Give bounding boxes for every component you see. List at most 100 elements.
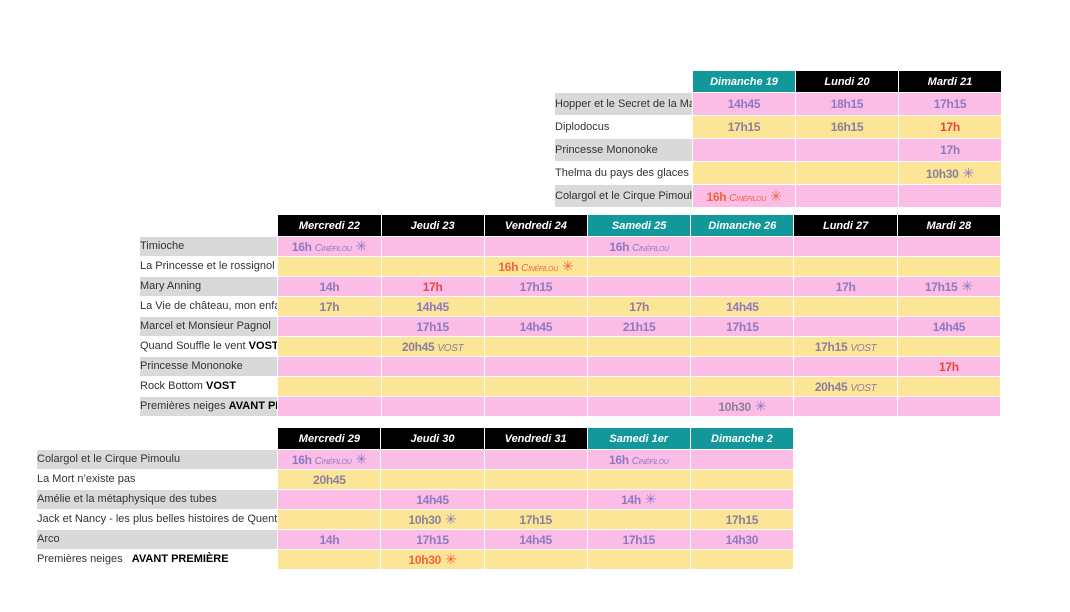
showtime-cell: 17h15: [380, 316, 485, 337]
film-title: Mary Anning: [140, 280, 202, 292]
showtime-cell: [483, 396, 589, 417]
showtime-cell: [380, 376, 485, 397]
showtime: 17h15: [622, 532, 656, 547]
film-title-cell: La Mort n’existe pas: [35, 469, 279, 490]
schedule-week-1: Dimanche 19 Lundi 20 Mardi 21 Hopper et le …: [554, 70, 1002, 208]
showtime-cell: [277, 489, 382, 510]
showtime-cell: 17h: [793, 276, 898, 297]
showtime-cell: [483, 489, 588, 510]
showtime-cell: 14h45: [483, 316, 589, 337]
film-title-cell: Princesse Mononoke: [138, 356, 279, 377]
showtime-cell: [587, 396, 692, 417]
day-header: Mercredi 22: [277, 214, 382, 237]
film-tag: VOST: [248, 340, 278, 352]
film-row: La Mort n’existe pas 20h45: [35, 469, 795, 490]
showtime-cell: [689, 469, 795, 490]
asterisk-star-icon: ✳: [961, 278, 973, 294]
day-header-row: Mercredi 22 Jeudi 23 Vendredi 24 Samedi 25 D…: [138, 214, 1002, 237]
showtime-cell: 20h45 VOST: [380, 336, 485, 357]
showtime-cell: 20h45: [277, 469, 382, 490]
showtime-cell: [793, 236, 898, 257]
cinefilou-label: Cinéfilou: [314, 243, 352, 254]
film-row: Jack et Nancy - les plus belles histoire…: [35, 509, 795, 530]
showtime-cell: [587, 376, 692, 397]
film-row: Marcel et Monsieur Pagnol 17h15 14h45 21h15…: [138, 316, 1002, 337]
showtime-cell: 20h45 VOST: [793, 376, 898, 397]
film-title: Jack et Nancy - les plus belles histoire…: [37, 513, 278, 525]
showtime-cell: 21h15: [587, 316, 692, 337]
film-row: Princesse Mononoke 17h: [554, 138, 1002, 162]
showtime-cell: [793, 256, 898, 277]
film-title-cell: Premières neiges AVANT PREMIÈRE: [138, 396, 279, 417]
day-header: Lundi 27: [793, 214, 898, 237]
film-title-cell: Colargol et le Cirque Pimoulu: [35, 449, 279, 470]
film-title-cell: Rock Bottom VOST: [138, 376, 279, 397]
day-header: Dimanche 26: [690, 214, 795, 237]
showtime: 17h15: [519, 279, 553, 294]
showtime-cell: [380, 356, 485, 377]
showtime-cell: 17h: [898, 115, 1002, 139]
day-header: Lundi 20: [795, 70, 899, 93]
film-row: Thelma du pays des glaces AVANT PREMIÈRE…: [554, 161, 1002, 185]
showtime-cell: [277, 356, 382, 377]
showtime-cell: [587, 336, 692, 357]
asterisk-star-icon: ✳: [561, 258, 574, 274]
showtime-cell: [795, 161, 899, 185]
showtime: 17h: [938, 359, 959, 374]
showtime: 16h15: [830, 120, 864, 134]
showtime-cell: [380, 256, 485, 277]
showtime: 20h45: [401, 339, 435, 354]
showtime-cell: 14h: [277, 276, 382, 297]
film-row: Colargol et le Cirque Pimoulu 16h Cinéfilo…: [35, 449, 795, 470]
showtime-cell: 16h Cinéfilou ✳: [277, 236, 382, 257]
film-title: Colargol et le Cirque Pimoulu: [37, 453, 181, 465]
showtime-cell: [689, 489, 795, 510]
day-header: Vendredi 31: [483, 427, 588, 450]
showtime-cell: [483, 296, 589, 317]
showtime-cell: [380, 236, 485, 257]
film-title: Premières neiges: [37, 553, 123, 565]
film-row: Colargol et le Cirque Pimoulu 16h Cinéfilo…: [554, 184, 1002, 208]
film-title: Diplodocus: [555, 120, 610, 133]
day-header: Mardi 28: [896, 214, 1002, 237]
showtime-cell: 10h30 ✳: [690, 396, 795, 417]
showtime-cell: [380, 469, 485, 490]
cinefilou-label: Cinéfilou: [631, 455, 669, 467]
showtime-cell: 16h15: [795, 115, 899, 139]
asterisk-star-icon: ✳: [355, 238, 368, 254]
film-row: Rock Bottom VOST 20h45 VOST: [138, 376, 1002, 397]
showtime: 17h15: [924, 280, 958, 294]
film-title-cell: La Princesse et le rossignol: [138, 256, 279, 277]
showtime-cell: [690, 376, 795, 397]
showtime: 14h45: [416, 492, 449, 507]
showtime-cell: [690, 356, 795, 377]
showtime: 14h45: [416, 299, 449, 314]
film-row: Amélie et la métaphysique des tubes 14h45…: [35, 489, 795, 510]
film-row: Arco 14h 17h15 14h45 17h15 14h30: [35, 529, 795, 550]
film-title: La Princesse et le rossignol: [140, 260, 275, 272]
film-title-cell: Quand Souffle le vent VOST: [138, 336, 279, 357]
showtime: 10h30: [408, 513, 442, 527]
schedule-week-2: Mercredi 22 Jeudi 23 Vendredi 24 Samedi 25 D…: [138, 214, 1002, 417]
film-title: Thelma du pays des glaces: [555, 166, 689, 179]
showtime-cell: 16h Cinéfilou ✳: [692, 184, 796, 208]
film-title-cell: Thelma du pays des glaces AVANT PREMIÈRE: [554, 161, 693, 185]
showtime: 17h15: [416, 532, 449, 547]
showtime-cell: 16h Cinéfilou: [586, 449, 691, 470]
showtime-cell: 17h15 ✳: [896, 276, 1002, 297]
showtime-cell: 14h ✳: [586, 489, 691, 510]
showtime-cell: [896, 376, 1002, 397]
showtime: 17h: [940, 143, 960, 157]
film-title-cell: Marcel et Monsieur Pagnol: [138, 316, 279, 337]
header-spacer: [35, 427, 279, 450]
vost-label: VOST: [437, 342, 464, 354]
asterisk-star-icon: ✳: [355, 451, 367, 467]
showtime-cell: 14h45: [896, 316, 1002, 337]
day-header-row: Mercredi 29 Jeudi 30 Vendredi 31 Samedi 1er…: [35, 427, 795, 450]
showtime-cell: 14h45: [483, 529, 588, 550]
asterisk-star-icon: ✳: [445, 511, 457, 527]
showtime-cell: [277, 316, 382, 337]
cinefilou-label: Cinéfilou: [632, 242, 669, 254]
showtime-cell: [689, 549, 795, 570]
showtime-cell: [898, 184, 1002, 208]
